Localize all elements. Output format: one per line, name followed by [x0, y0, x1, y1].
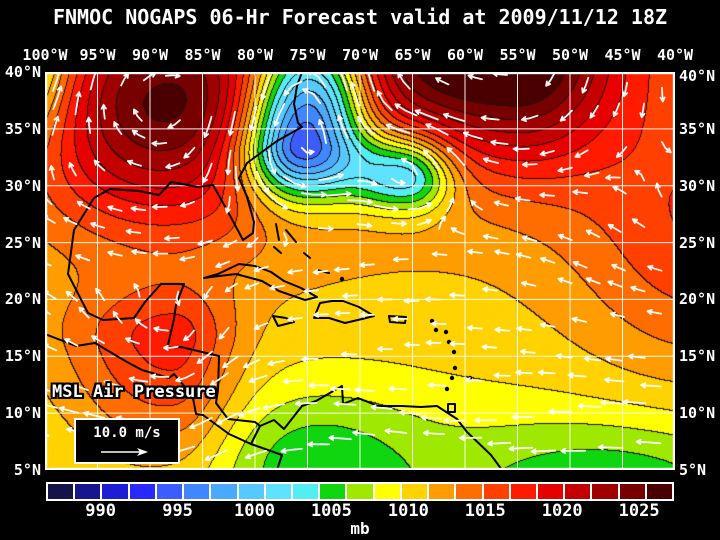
- island-dot: [451, 349, 457, 355]
- latitude-label: 40°N: [679, 67, 716, 85]
- wind-scale-box: 10.0 m/s: [74, 418, 180, 464]
- coastline: [285, 229, 297, 243]
- map-border: [45, 72, 675, 470]
- longitude-label: 75°W: [289, 46, 326, 64]
- colorbar-cell: [619, 484, 645, 499]
- coastline: [275, 223, 280, 241]
- colorbar-cell: [510, 484, 536, 499]
- colorbar-cell: [292, 484, 319, 499]
- latitude-label: 15°N: [679, 347, 716, 366]
- longitude-label: 100°W: [22, 46, 68, 64]
- colorbar-cell: [129, 484, 155, 499]
- colorbar-tick-label: 995: [162, 501, 193, 521]
- latitude-label: 35°N: [679, 119, 716, 138]
- latitude-label: 30°N: [679, 176, 716, 195]
- coastline: [273, 246, 282, 254]
- colorbar-cell: [374, 484, 400, 499]
- grid-lines: [45, 72, 675, 470]
- wind-scale-label: 10.0 m/s: [93, 425, 161, 441]
- longitude-label: 90°W: [131, 46, 169, 64]
- longitude-label: 70°W: [341, 46, 379, 64]
- colorbar-unit-label: mb: [350, 519, 370, 538]
- colorbar-cell: [456, 484, 482, 499]
- latitude-label: 10°N: [679, 404, 716, 423]
- latitude-label: 25°N: [679, 233, 716, 252]
- coastline: [303, 252, 311, 259]
- longitude-label: 45°W: [604, 46, 641, 64]
- colorbar-tick-label: 1010: [387, 501, 429, 521]
- colorbar-cell: [592, 484, 618, 499]
- longitude-label: 65°W: [394, 46, 431, 64]
- colorbar-tick-label: 1020: [541, 501, 583, 521]
- island-dot: [443, 329, 449, 335]
- latitude-label: 10°N: [4, 404, 41, 423]
- coastline: [447, 403, 456, 413]
- coastline: [313, 300, 375, 324]
- longitude-label: 60°W: [446, 46, 484, 64]
- latitude-label: 20°N: [4, 290, 41, 309]
- coastline: [250, 443, 283, 470]
- latitude-label: 35°N: [4, 119, 41, 138]
- colorbar-cell: [429, 484, 455, 499]
- colorbar-tick-label: 1015: [464, 501, 506, 521]
- colorbar-cell: [347, 484, 373, 499]
- page-title: FNMOC NOGAPS 06-Hr Forecast valid at 200…: [52, 5, 668, 29]
- colorbar-cell: [238, 484, 264, 499]
- colorbar-cell: [184, 484, 210, 499]
- island-dot: [449, 375, 455, 381]
- longitude-label: 40°W: [656, 46, 694, 64]
- latitude-label: 5°N: [13, 461, 41, 479]
- latitude-label: 20°N: [679, 290, 716, 309]
- island-dot: [339, 276, 345, 282]
- colorbar-cell: [565, 484, 591, 499]
- coastline: [388, 315, 407, 324]
- colorbar-cell: [483, 484, 509, 499]
- field-label: MSL Air Pressure: [52, 382, 216, 402]
- colorbar-tick-label: 1000: [234, 501, 275, 521]
- colorbar-tick-label: 990: [85, 501, 116, 521]
- latitude-label: 25°N: [4, 233, 41, 252]
- island-dot: [452, 365, 458, 371]
- longitude-label: 80°W: [236, 46, 274, 64]
- longitude-label: 50°W: [551, 46, 589, 64]
- colorbar-cell: [48, 484, 74, 499]
- colorbar-cell: [75, 484, 101, 499]
- colorbar-cell: [537, 484, 564, 499]
- colorbar-tick-label: 1025: [618, 501, 660, 521]
- island-dot: [444, 386, 450, 392]
- longitude-label: 85°W: [184, 46, 221, 64]
- longitude-label: 95°W: [79, 46, 116, 64]
- longitude-label: 55°W: [499, 46, 536, 64]
- latitude-label: 5°N: [679, 461, 707, 479]
- latitude-label: 15°N: [4, 347, 41, 366]
- colorbar-cell: [265, 484, 291, 499]
- colorbar-cell: [320, 484, 346, 499]
- coastline: [203, 263, 318, 301]
- island-dot: [433, 327, 439, 333]
- latitude-label: 40°N: [4, 63, 41, 81]
- colorbar-cell: [156, 484, 183, 499]
- wind-scale-arrow-icon: [101, 448, 148, 456]
- pressure-colorbar: [46, 482, 674, 501]
- coastline: [272, 315, 295, 327]
- colorbar-cell: [401, 484, 428, 499]
- colorbar-cell: [211, 484, 237, 499]
- wind-arrows: [45, 72, 672, 462]
- map-overlay: [45, 72, 675, 470]
- latitude-label: 30°N: [4, 176, 41, 195]
- colorbar-cell: [646, 484, 673, 499]
- map-plot-area: [45, 72, 675, 470]
- colorbar-cell: [102, 484, 128, 499]
- colorbar-tick-label: 1005: [310, 501, 352, 521]
